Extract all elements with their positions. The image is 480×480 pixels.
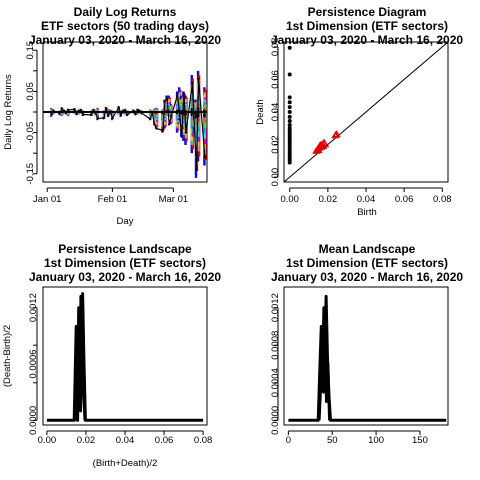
x-tick-label: 0.04	[116, 435, 135, 446]
x-tick-label: 0.04	[357, 194, 376, 205]
dim0-point	[288, 95, 292, 99]
y-tick-label: 0.0012	[270, 293, 281, 322]
y-tick-label: 0.0004	[270, 368, 281, 397]
chart-title-line-3: January 03, 2020 - March 16, 2020	[271, 33, 463, 47]
dim0-point	[288, 119, 292, 123]
chart-title-line-1: Daily Log Returns	[74, 5, 177, 19]
y-tick-label: -0.15	[25, 163, 36, 185]
y-tick-label: -0.05	[25, 122, 36, 144]
x-tick-label: 0.08	[194, 435, 213, 446]
x-tick-label: Feb 01	[98, 194, 128, 205]
chart-title-line-2: 1st Dimension (ETF sectors)	[286, 19, 448, 33]
x-tick-label: 0.02	[319, 194, 338, 205]
y-axis-title: (Death-Birth)/2	[2, 325, 13, 387]
chart-title-line-1: Mean Landscape	[319, 242, 416, 256]
dim0-point	[288, 46, 292, 50]
x-tick-label: 0.02	[77, 435, 96, 446]
chart-title-line-1: Persistence Diagram	[308, 5, 427, 19]
y-tick-label: 0.0000	[28, 406, 39, 435]
x-tick-label: 0.06	[395, 194, 414, 205]
landscape-line-1	[47, 294, 203, 421]
dim0-point	[288, 110, 292, 114]
dim0-point	[288, 100, 292, 104]
x-tick-label: 50	[327, 435, 338, 446]
y-tick-label: 0.0006	[28, 349, 39, 378]
y-axis-title: Daily Log Returns	[3, 74, 14, 150]
landscape-line-1	[288, 296, 446, 420]
diagonal-line	[284, 42, 448, 182]
plot-frame	[284, 287, 448, 425]
x-tick-label: 0.00	[280, 194, 299, 205]
y-tick-label: 0.00	[270, 168, 281, 187]
x-axis-title: Birth	[357, 207, 377, 218]
x-axis-title: (Birth+Death)/2	[93, 458, 158, 469]
x-tick-label: 0	[286, 435, 291, 446]
chart-title-line-3: January 03, 2020 - March 16, 2020	[271, 270, 463, 284]
x-tick-label: 0.00	[38, 435, 57, 446]
chart-title-line-2: 1st Dimension (ETF sectors)	[286, 256, 448, 270]
y-tick-label: 0.08	[270, 38, 281, 57]
x-tick-label: 0.08	[433, 194, 452, 205]
y-tick-label: 0.05	[25, 82, 36, 101]
y-tick-label: 0.15	[25, 41, 36, 60]
chart-title-line-1: Persistence Landscape	[58, 242, 192, 256]
y-tick-label: 0.06	[270, 70, 281, 89]
y-tick-label: 0.02	[270, 135, 281, 154]
x-tick-label: Jan 01	[33, 194, 62, 205]
chart-title-line-3: January 03, 2020 - March 16, 2020	[29, 270, 221, 284]
x-tick-label: Mar 01	[159, 194, 189, 205]
dim0-point	[288, 115, 292, 119]
x-tick-label: 0.06	[155, 435, 174, 446]
y-tick-label: 0.0008	[270, 331, 281, 360]
dim0-point	[288, 160, 292, 164]
dim0-point	[288, 73, 292, 77]
chart-title-line-2: ETF sectors (50 trading days)	[41, 19, 209, 33]
x-tick-label: 100	[368, 435, 384, 446]
plot-frame	[43, 287, 207, 425]
x-axis-title: Day	[117, 216, 134, 227]
dim0-point	[288, 105, 292, 109]
y-tick-label: 0.0012	[28, 293, 39, 322]
chart-title-line-3: January 03, 2020 - March 16, 2020	[29, 33, 221, 47]
return-series-line	[51, 79, 205, 170]
y-tick-label: 0.0000	[270, 406, 281, 435]
y-axis-title: Death	[255, 99, 266, 124]
chart-title-line-2: 1st Dimension (ETF sectors)	[44, 256, 206, 270]
x-tick-label: 150	[412, 435, 428, 446]
y-tick-label: 0.04	[270, 103, 281, 122]
